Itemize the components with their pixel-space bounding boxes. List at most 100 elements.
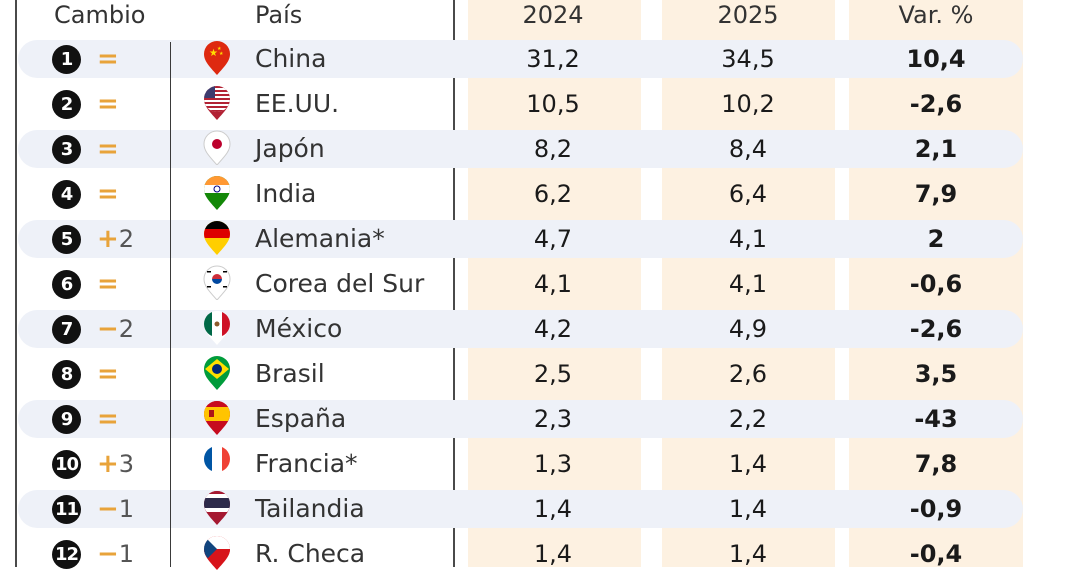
rank-badge: 10 (52, 450, 81, 479)
row-band (18, 490, 1023, 528)
rank-badge: 3 (52, 135, 81, 164)
change-symbol: = (97, 89, 119, 119)
value-2025: 34,5 (721, 45, 775, 73)
value-2024: 1,3 (533, 450, 573, 478)
change-symbol: + (97, 224, 119, 254)
country-name: Japón (255, 134, 325, 163)
value-2025: 1,4 (728, 540, 768, 568)
rank-change: −1 (97, 539, 147, 569)
country-name: Brasil (255, 359, 325, 388)
rank-badge: 9 (52, 405, 81, 434)
rank-change: = (97, 44, 147, 74)
germany-flag-icon (199, 219, 235, 255)
value-var: 3,5 (914, 360, 958, 388)
value-var: -0,9 (909, 495, 963, 523)
rank-change: = (97, 134, 147, 164)
value-var: 10,4 (906, 45, 966, 73)
value-2025: 2,6 (728, 360, 768, 388)
column-divider (170, 42, 171, 567)
rank-badge: 11 (52, 495, 81, 524)
change-symbol: = (97, 179, 119, 209)
rank-badge: 6 (52, 270, 81, 299)
value-2024: 4,2 (533, 315, 573, 343)
value-2024: 1,4 (533, 495, 573, 523)
change-symbol: − (97, 494, 119, 524)
rank-change: +2 (97, 224, 147, 254)
india-flag-icon (199, 174, 235, 210)
rank-change: = (97, 179, 147, 209)
value-var: -2,6 (909, 315, 963, 343)
rank-change: = (97, 359, 147, 389)
value-2025: 2,2 (728, 405, 768, 433)
rank-badge: 2 (52, 90, 81, 119)
value-var: 2 (927, 225, 945, 253)
header-var: Var. % (898, 1, 974, 29)
france-flag-icon (199, 444, 235, 480)
value-2024: 2,3 (533, 405, 573, 433)
value-2025: 10,2 (721, 90, 775, 118)
change-amount: 2 (118, 315, 135, 343)
value-2024: 31,2 (526, 45, 580, 73)
change-symbol: = (97, 359, 119, 389)
svg-text:★: ★ (209, 48, 218, 59)
header-country: País (255, 1, 303, 29)
rank-badge: 5 (52, 225, 81, 254)
value-2024: 8,2 (533, 135, 573, 163)
header-2025: 2025 (717, 1, 779, 29)
mexico-flag-icon (199, 309, 235, 345)
china-flag-icon: ★ ★ ★ (199, 39, 235, 75)
value-2024: 4,7 (533, 225, 573, 253)
change-symbol: = (97, 404, 119, 434)
rank-badge: 4 (52, 180, 81, 209)
column-bg-2024 (468, 0, 641, 567)
change-amount: 3 (118, 450, 135, 478)
value-var: -0,4 (909, 540, 963, 568)
row-band (18, 40, 1023, 78)
country-name: EE.UU. (255, 89, 340, 118)
change-amount: 2 (118, 225, 135, 253)
column-bg-var (849, 0, 1023, 567)
value-2025: 8,4 (728, 135, 768, 163)
row-band (18, 130, 1023, 168)
value-2024: 10,5 (526, 90, 580, 118)
value-2024: 4,1 (533, 270, 573, 298)
value-var: 7,9 (914, 180, 958, 208)
country-name: R. Checa (255, 539, 366, 568)
change-symbol: + (97, 449, 119, 479)
rank-change: −1 (97, 494, 147, 524)
change-symbol: = (97, 269, 119, 299)
rank-change: +3 (97, 449, 147, 479)
row-band (18, 310, 1023, 348)
japan-flag-icon (199, 129, 235, 166)
country-name: México (255, 314, 343, 343)
czech-flag-icon (199, 534, 235, 570)
country-name: China (255, 44, 327, 73)
header-change: Cambio (54, 1, 146, 29)
value-var: -43 (914, 405, 958, 433)
brazil-flag-icon (199, 354, 235, 390)
value-2024: 1,4 (533, 540, 573, 568)
rank-badge: 8 (52, 360, 81, 389)
value-var: -0,6 (909, 270, 963, 298)
row-band (18, 220, 1023, 258)
rank-change: = (97, 89, 147, 119)
spain-flag-icon (199, 399, 235, 435)
value-2025: 4,1 (728, 225, 768, 253)
change-amount: 1 (118, 495, 135, 523)
country-name: Corea del Sur (255, 269, 425, 298)
rank-badge: 12 (52, 540, 81, 569)
table-frame-right (453, 0, 455, 567)
south-korea-flag-icon (199, 264, 235, 301)
thailand-flag-icon (199, 489, 235, 525)
country-name: Alemania* (255, 224, 385, 253)
value-var: 7,8 (914, 450, 958, 478)
value-2025: 6,4 (728, 180, 768, 208)
country-name: Tailandia (255, 494, 365, 523)
rank-change: = (97, 404, 147, 434)
value-var: 2,1 (914, 135, 958, 163)
change-symbol: − (97, 539, 119, 569)
rank-change: = (97, 269, 147, 299)
change-symbol: = (97, 44, 119, 74)
change-symbol: = (97, 134, 119, 164)
header-2024: 2024 (522, 1, 584, 29)
